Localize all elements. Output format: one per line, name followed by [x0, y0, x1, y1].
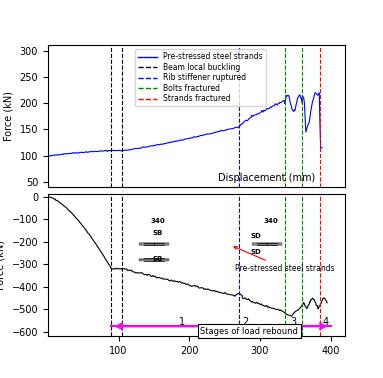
Text: 2: 2 [243, 317, 249, 327]
Text: SD: SD [251, 249, 262, 255]
Text: Pre-stressed steel strands: Pre-stressed steel strands [234, 246, 335, 273]
Y-axis label: Force (kN): Force (kN) [4, 91, 14, 141]
Text: 4: 4 [322, 317, 329, 327]
Text: 3: 3 [291, 317, 297, 327]
Text: 340: 340 [150, 218, 165, 224]
Text: Displacement (mm): Displacement (mm) [218, 173, 316, 183]
Text: SB: SB [152, 230, 162, 236]
Y-axis label: Force (kN): Force (kN) [0, 240, 6, 290]
Text: SB: SB [152, 256, 162, 262]
Text: SD: SD [251, 233, 262, 239]
Text: 340: 340 [263, 218, 278, 224]
Legend: Pre-stressed steel strands, Beam local buckling, Rib stiffener ruptured, Bolts f: Pre-stressed steel strands, Beam local b… [135, 49, 266, 106]
Text: 1: 1 [179, 317, 185, 327]
Text: Stages of load rebound: Stages of load rebound [200, 327, 298, 336]
